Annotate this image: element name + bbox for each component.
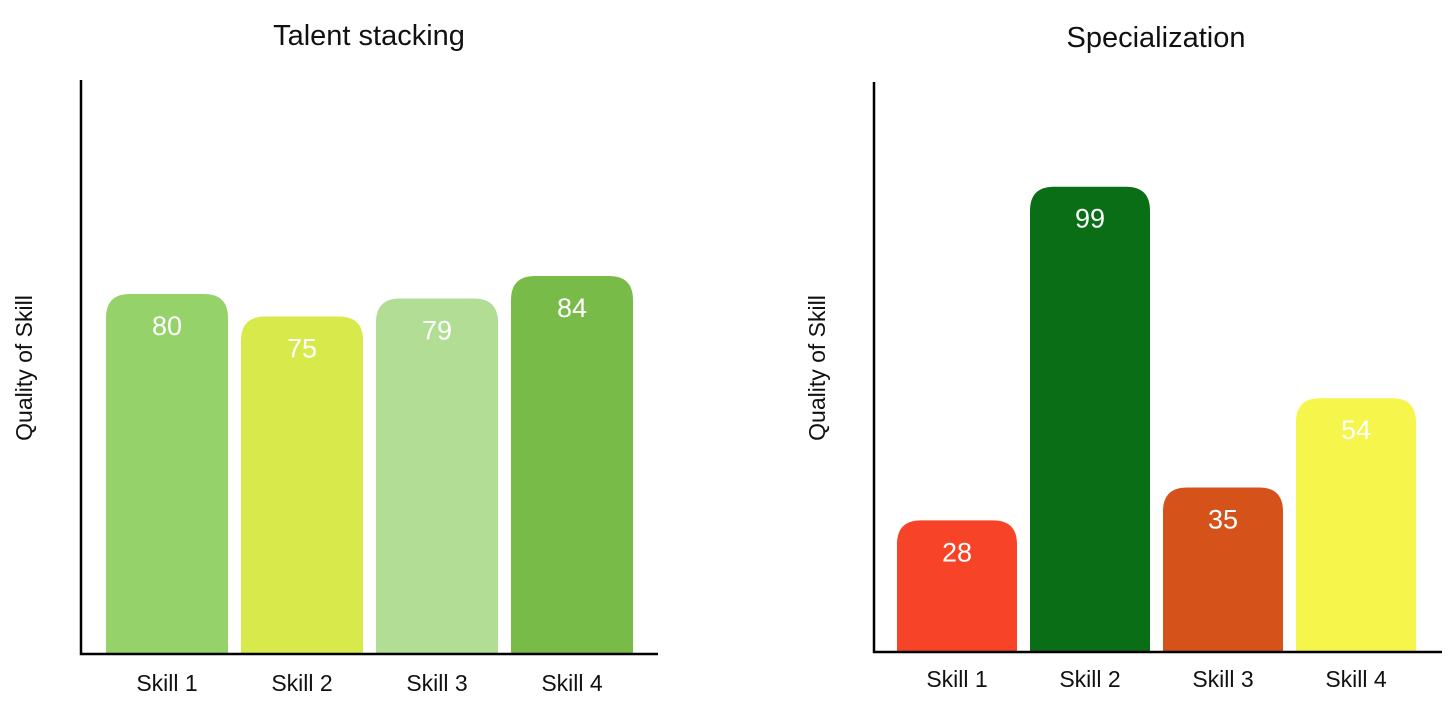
- bar-value-label: 79: [422, 316, 452, 346]
- y-axis-title: Quality of Skill: [804, 295, 830, 441]
- x-tick-label: Skill 2: [1059, 666, 1120, 692]
- chart-title: Talent stacking: [273, 20, 465, 52]
- bar-value-label: 99: [1075, 204, 1105, 234]
- bar-3: [376, 298, 498, 654]
- bar-value-label: 28: [942, 537, 972, 567]
- axes-lines: [79, 80, 658, 656]
- bar-value-label: 54: [1341, 415, 1371, 445]
- x-tick-label: Skill 1: [926, 666, 987, 692]
- x-tick-label: Skill 2: [271, 670, 332, 696]
- bar-3: [1163, 487, 1283, 652]
- x-tick-label: Skill 3: [406, 670, 467, 696]
- x-tick-label: Skill 3: [1192, 666, 1253, 692]
- axes-lines: [872, 82, 1442, 654]
- bars-group: 28 99 35 54: [897, 186, 1416, 652]
- bar-value-label: 84: [557, 293, 587, 323]
- bar-4: [511, 276, 633, 654]
- x-tick-label: Skill 4: [541, 670, 603, 696]
- bar-4: [1296, 398, 1416, 652]
- bar-value-label: 80: [152, 311, 182, 341]
- specialization-chart: Specialization Quality of Skill 28 99 35 54…: [804, 22, 1442, 692]
- chart-title: Specialization: [1067, 22, 1246, 54]
- bar-value-label: 75: [287, 334, 317, 364]
- bar-1: [897, 520, 1017, 652]
- bar-1: [106, 294, 228, 654]
- x-tick-labels: Skill 1 Skill 2 Skill 3 Skill 4: [926, 666, 1387, 692]
- bar-2: [1030, 186, 1150, 652]
- bars-group: 80 75 79 84: [106, 276, 633, 654]
- x-tick-label: Skill 4: [1325, 666, 1387, 692]
- talent-stacking-chart: Talent stacking Quality of Skill 8075798…: [11, 20, 658, 696]
- y-axis-title: Quality of Skill: [11, 295, 37, 441]
- bar-2: [241, 316, 363, 654]
- x-tick-labels: Skill 1 Skill 2 Skill 3 Skill 4: [136, 670, 603, 696]
- bar-value-label: 35: [1208, 505, 1238, 535]
- x-tick-label: Skill 1: [136, 670, 197, 696]
